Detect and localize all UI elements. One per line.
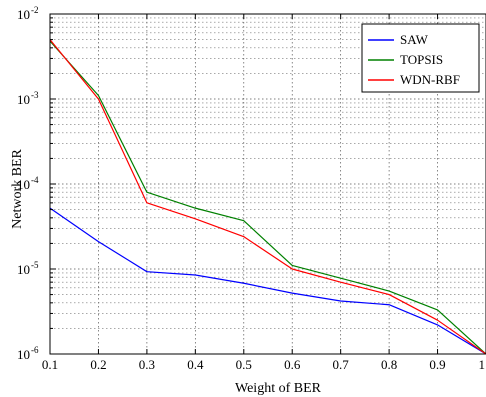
x-axis-label: Weight of BER: [235, 381, 322, 396]
axis-ticks: [49, 14, 486, 355]
y-tick-label-exponent: -5: [31, 260, 39, 270]
y-tick-label-exponent: -4: [31, 175, 39, 185]
x-tick-label: 0.1: [42, 357, 58, 372]
legend-label-topsis: TOPSIS: [400, 52, 443, 67]
y-tick-label-base: 10: [17, 347, 30, 362]
x-tick-label: 0.5: [236, 357, 252, 372]
y-tick-label-base: 10: [17, 262, 30, 277]
y-tick-label: 10 -2: [17, 5, 39, 22]
y-tick-label: 10 -4: [17, 175, 39, 192]
x-tick-label: 1: [479, 357, 486, 372]
y-tick-label: 10 -6: [17, 345, 39, 362]
y-tick-label-exponent: -3: [31, 90, 39, 100]
y-tick-label: 10 -5: [17, 260, 39, 277]
legend-label-saw: SAW: [400, 32, 429, 47]
x-tick-label: 0.6: [284, 357, 301, 372]
y-tick-label-base: 10: [17, 92, 30, 107]
x-tick-labels: 0.1 0.2 0.3 0.4 0.5 0.6 0.7 0.8 0.9 1: [42, 357, 485, 372]
legend: SAW TOPSIS WDN-RBF: [361, 23, 480, 93]
x-tick-label: 0.7: [333, 357, 350, 372]
y-tick-label-base: 10: [17, 177, 30, 192]
y-tick-label-base: 10: [17, 7, 30, 22]
legend-label-wdn-rbf: WDN-RBF: [400, 72, 460, 87]
series-line-topsis: [49, 40, 486, 355]
x-tick-label: 0.3: [139, 357, 155, 372]
y-tick-label-exponent: -2: [31, 5, 39, 15]
series-line-wdn-rbf: [49, 39, 486, 355]
x-tick-label: 0.8: [381, 357, 397, 372]
y-tick-label-exponent: -6: [31, 345, 39, 355]
series-line-saw: [49, 207, 486, 355]
x-tick-label: 0.2: [90, 357, 106, 372]
x-tick-label: 0.4: [187, 357, 204, 372]
y-tick-labels: 10-610-510-410-310-2: [17, 5, 39, 362]
y-tick-label: 10 -3: [17, 90, 39, 107]
y-axis-label: Network BER: [10, 148, 25, 228]
x-tick-label: 0.9: [429, 357, 445, 372]
series-lines: [49, 39, 486, 355]
